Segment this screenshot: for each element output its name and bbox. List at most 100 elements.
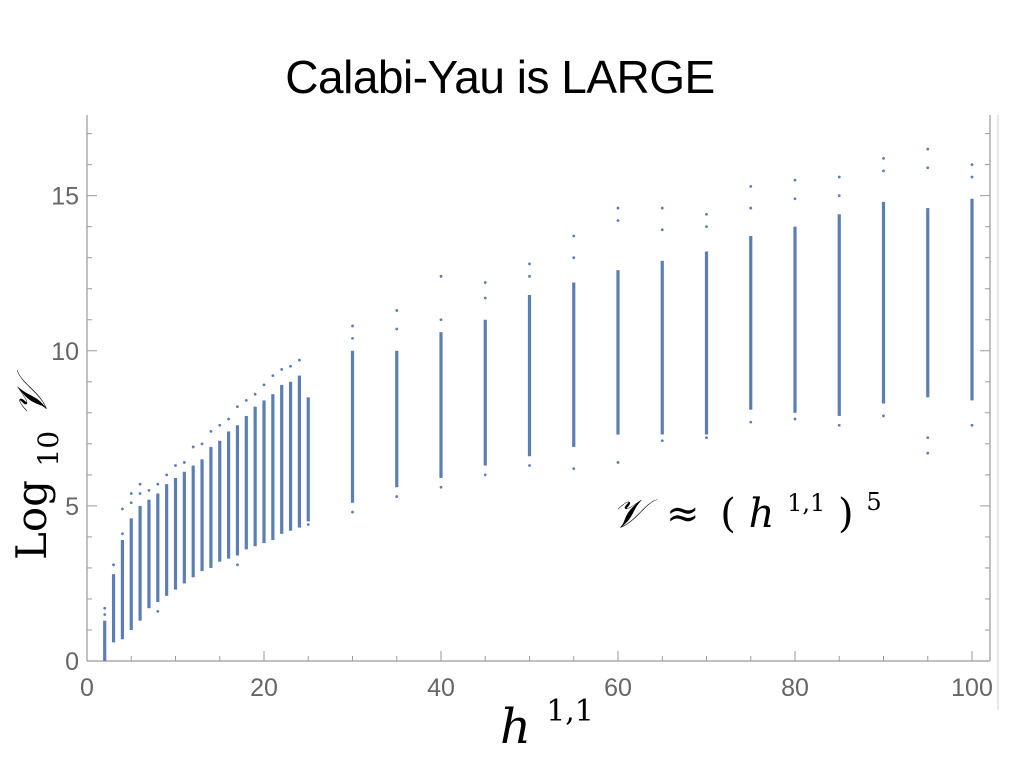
data-point: [156, 609, 160, 613]
data-point: [660, 206, 664, 210]
data-column-band: [103, 620, 107, 661]
x-tick-label: 40: [427, 674, 455, 702]
data-point: [351, 336, 354, 340]
data-point: [528, 274, 531, 278]
data-column-band: [253, 406, 257, 547]
data-column-band: [227, 431, 231, 559]
data-point: [395, 327, 399, 331]
y-tick-label: 0: [65, 648, 79, 676]
formula-power: 5: [866, 488, 881, 516]
y-tick-label: 5: [65, 493, 79, 521]
data-point: [191, 445, 195, 449]
data-column-band: [483, 319, 487, 466]
data-column-band: [262, 400, 266, 544]
data-point: [970, 175, 974, 179]
data-column: [439, 274, 443, 489]
data-column: [483, 281, 487, 477]
data-point: [439, 485, 443, 489]
data-column: [271, 374, 275, 541]
data-point: [121, 507, 124, 511]
data-column-band: [200, 459, 204, 572]
formula-h-superscript: 1,1: [787, 489, 825, 517]
data-column: [244, 399, 248, 550]
data-column-band: [271, 394, 275, 541]
data-column: [660, 206, 664, 443]
data-column: [395, 309, 399, 498]
x-axis-label-superscript: 1,1: [546, 694, 594, 729]
x-axis-label: h 1,1: [500, 694, 594, 755]
data-column: [280, 367, 284, 534]
data-column-band: [120, 540, 124, 640]
y-axis-label-symbol: 𝒱: [7, 370, 56, 418]
formula-open-paren: (: [720, 491, 736, 537]
data-point: [705, 212, 708, 216]
data-column-band: [280, 384, 284, 534]
data-point: [528, 464, 531, 467]
data-point: [616, 206, 620, 210]
data-point: [253, 392, 257, 396]
data-column-band: [572, 282, 576, 447]
data-column: [111, 563, 116, 643]
data-column-band: [970, 198, 974, 401]
data-column: [288, 364, 293, 531]
data-point: [793, 417, 797, 421]
data-column: [129, 492, 133, 630]
data-point: [926, 451, 930, 455]
data-point: [129, 492, 133, 495]
data-column-band: [182, 471, 186, 584]
y-tick-labels: 0 5 10 15: [51, 183, 79, 676]
data-column-band: [306, 397, 310, 522]
data-column: [173, 464, 178, 590]
data-point: [138, 492, 142, 495]
data-point: [262, 383, 266, 387]
data-point: [351, 510, 354, 514]
data-point: [793, 197, 797, 201]
data-column: [165, 473, 169, 596]
x-tick-label: 60: [604, 674, 632, 702]
data-point: [351, 324, 354, 328]
y-axis-label-subscript: 10: [32, 431, 65, 467]
data-point: [837, 423, 841, 427]
data-point: [528, 262, 531, 266]
y-axis-label: Log 10 𝒱: [7, 370, 68, 560]
data-column-band: [704, 251, 709, 435]
data-column: [704, 212, 709, 440]
chart-title: Calabi-Yau is LARGE: [285, 51, 715, 103]
data-column-band: [129, 518, 133, 630]
data-column-band: [111, 574, 116, 643]
y-axis-label-log: Log: [7, 480, 56, 560]
data-column: [926, 147, 930, 455]
data-column-band: [616, 270, 620, 435]
x-minor-ticks: [86, 651, 973, 661]
data-point: [749, 184, 753, 188]
data-point: [749, 206, 753, 210]
data-point: [970, 423, 974, 427]
data-point: [200, 442, 204, 446]
data-point: [749, 420, 753, 424]
y-tick-label: 10: [51, 338, 79, 366]
formula-volume-symbol: 𝒱: [612, 491, 658, 537]
y-minor-ticks: [87, 133, 990, 662]
data-point: [103, 613, 107, 616]
data-point: [395, 309, 399, 312]
data-column: [881, 157, 886, 418]
data-column-band: [218, 440, 222, 562]
data-points: [103, 147, 974, 661]
data-column: [191, 445, 195, 578]
data-point: [616, 219, 620, 222]
data-point: [280, 367, 284, 371]
x-tick-label: 20: [250, 674, 278, 702]
x-tick-label: 0: [80, 674, 94, 702]
data-point: [439, 318, 443, 322]
data-column-band: [837, 214, 841, 416]
data-column-band: [527, 294, 532, 457]
data-point: [660, 439, 664, 443]
data-point: [705, 225, 708, 229]
data-column: [200, 442, 204, 572]
data-point: [129, 501, 133, 505]
data-point: [926, 166, 930, 170]
data-column: [138, 482, 142, 621]
data-point: [926, 436, 930, 440]
data-column: [103, 606, 107, 661]
data-column: [306, 397, 310, 526]
